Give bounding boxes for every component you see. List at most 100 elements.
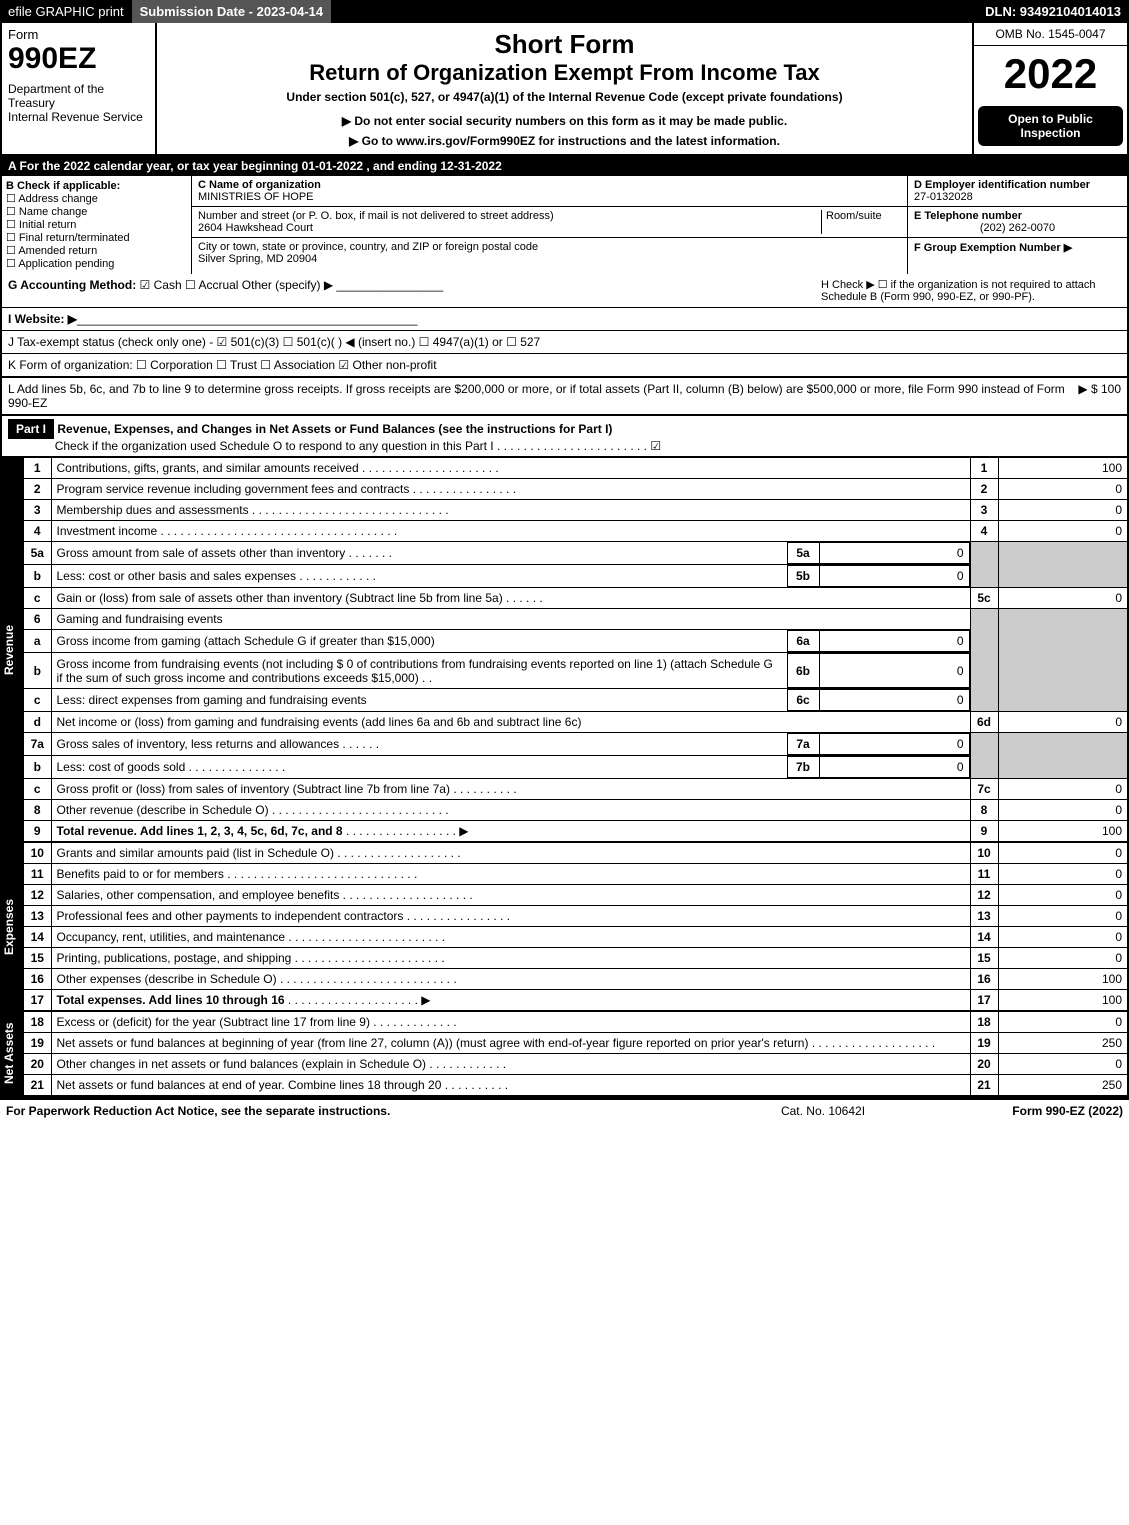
line-12-val: 0 [998, 885, 1128, 906]
line-13-val: 0 [998, 906, 1128, 927]
section-b: B Check if applicable: Address change Na… [2, 176, 192, 274]
org-city: Silver Spring, MD 20904 [198, 253, 317, 265]
ssn-warning: ▶ Do not enter social security numbers o… [163, 114, 966, 128]
line-3-val: 0 [998, 500, 1128, 521]
line-19-val: 250 [998, 1033, 1128, 1054]
line-6c-label: Less: direct expenses from gaming and fu… [51, 689, 970, 712]
l-amount: ▶ $ 100 [1078, 382, 1121, 410]
line-2-label: Program service revenue including govern… [51, 479, 970, 500]
row-l: L Add lines 5b, 6c, and 7b to line 9 to … [0, 378, 1129, 416]
dln-label: DLN: 93492104014013 [977, 0, 1129, 23]
line-16-val: 100 [998, 969, 1128, 990]
g-other[interactable]: Other (specify) ▶ [242, 278, 333, 292]
line-21-val: 250 [998, 1075, 1128, 1096]
footer-right: Form 990-EZ (2022) [923, 1104, 1123, 1118]
line-11-label: Benefits paid to or for members . . . . … [51, 864, 970, 885]
revenue-section: Revenue 1Contributions, gifts, grants, a… [0, 457, 1129, 842]
line-9-val: 100 [998, 821, 1128, 842]
ein-value: 27-0132028 [914, 191, 973, 203]
part-i-badge: Part I [8, 419, 54, 439]
part-i-header: Part I Revenue, Expenses, and Changes in… [0, 416, 1129, 457]
group-exemption-label: F Group Exemption Number ▶ [914, 242, 1072, 254]
tax-year: 2022 [974, 46, 1127, 102]
section-a: A For the 2022 calendar year, or tax yea… [0, 156, 1129, 176]
k-text: K Form of organization: ☐ Corporation ☐ … [8, 358, 437, 372]
line-6c-subval: 0 [819, 690, 969, 711]
section-d: D Employer identification number 27-0132… [907, 176, 1127, 274]
line-18-val: 0 [998, 1012, 1128, 1033]
line-1-label: Contributions, gifts, grants, and simila… [51, 458, 970, 479]
row-i: I Website: ▶ ___________________________… [0, 308, 1129, 331]
revenue-table: 1Contributions, gifts, grants, and simil… [22, 457, 1129, 842]
line-7c-label: Gross profit or (loss) from sales of inv… [51, 779, 970, 800]
b-label: B Check if applicable: [6, 180, 187, 192]
chk-final-return[interactable]: Final return/terminated [6, 231, 187, 244]
short-form-title: Short Form [163, 29, 966, 60]
info-block: B Check if applicable: Address change Na… [0, 176, 1129, 274]
phone-label: E Telephone number [914, 210, 1022, 222]
efile-label[interactable]: efile GRAPHIC print [0, 0, 132, 23]
j-text: J Tax-exempt status (check only one) - ☑… [8, 335, 540, 349]
line-7a-label: Gross sales of inventory, less returns a… [51, 733, 970, 756]
line-6-label: Gaming and fundraising events [51, 609, 970, 630]
phone-value: (202) 262-0070 [914, 222, 1121, 234]
line-7a-subval: 0 [819, 734, 969, 755]
line-1-val: 100 [998, 458, 1128, 479]
line-16-label: Other expenses (describe in Schedule O) … [51, 969, 970, 990]
line-2-val: 0 [998, 479, 1128, 500]
line-9-label: Total revenue. Add lines 1, 2, 3, 4, 5c,… [51, 821, 970, 842]
chk-name-change[interactable]: Name change [6, 205, 187, 218]
line-13-label: Professional fees and other payments to … [51, 906, 970, 927]
open-inspection: Open to Public Inspection [978, 106, 1123, 146]
line-5a-subval: 0 [819, 543, 969, 564]
org-street: 2604 Hawkshead Court [198, 222, 313, 234]
c-city-label: City or town, state or province, country… [198, 241, 538, 253]
chk-address-change[interactable]: Address change [6, 192, 187, 205]
line-19-label: Net assets or fund balances at beginning… [51, 1033, 970, 1054]
l-text: L Add lines 5b, 6c, and 7b to line 9 to … [8, 382, 1078, 410]
line-11-val: 0 [998, 864, 1128, 885]
line-6d-label: Net income or (loss) from gaming and fun… [51, 712, 970, 733]
line-7b-label: Less: cost of goods sold . . . . . . . .… [51, 756, 970, 779]
line-6b-label: Gross income from fundraising events (no… [51, 653, 970, 689]
footer-catno: Cat. No. 10642I [723, 1104, 923, 1118]
c-street-label: Number and street (or P. O. box, if mail… [198, 210, 554, 222]
line-6a-subval: 0 [819, 631, 969, 652]
part-i-title: Revenue, Expenses, and Changes in Net As… [57, 422, 612, 436]
row-k: K Form of organization: ☐ Corporation ☐ … [0, 354, 1129, 378]
line-6a-label: Gross income from gaming (attach Schedul… [51, 630, 970, 653]
form-number: 990EZ [8, 42, 149, 76]
expenses-section: Expenses 10Grants and similar amounts pa… [0, 842, 1129, 1011]
line-15-val: 0 [998, 948, 1128, 969]
chk-application-pending[interactable]: Application pending [6, 257, 187, 270]
line-7b-subval: 0 [819, 757, 969, 778]
omb-number: OMB No. 1545-0047 [974, 23, 1127, 46]
line-14-val: 0 [998, 927, 1128, 948]
line-4-label: Investment income . . . . . . . . . . . … [51, 521, 970, 542]
chk-amended-return[interactable]: Amended return [6, 244, 187, 257]
line-20-label: Other changes in net assets or fund bala… [51, 1054, 970, 1075]
line-7c-val: 0 [998, 779, 1128, 800]
line-17-label: Total expenses. Add lines 10 through 16 … [51, 990, 970, 1011]
line-8-label: Other revenue (describe in Schedule O) .… [51, 800, 970, 821]
chk-initial-return[interactable]: Initial return [6, 218, 187, 231]
g-accrual[interactable]: Accrual [185, 278, 238, 292]
g-cash[interactable]: Cash [140, 278, 182, 292]
line-18-label: Excess or (deficit) for the year (Subtra… [51, 1012, 970, 1033]
line-5b-label: Less: cost or other basis and sales expe… [51, 565, 970, 588]
line-17-val: 100 [998, 990, 1128, 1011]
page-footer: For Paperwork Reduction Act Notice, see … [0, 1098, 1129, 1122]
line-20-val: 0 [998, 1054, 1128, 1075]
c-name-label: C Name of organization [198, 179, 321, 191]
section-h: H Check ▶ ☐ if the organization is not r… [821, 278, 1121, 303]
line-5c-label: Gain or (loss) from sale of assets other… [51, 588, 970, 609]
part-i-check: Check if the organization used Schedule … [55, 439, 494, 453]
netassets-tab: Net Assets [0, 1011, 22, 1096]
line-5c-val: 0 [998, 588, 1128, 609]
row-g-h: G Accounting Method: Cash Accrual Other … [0, 274, 1129, 308]
line-12-label: Salaries, other compensation, and employ… [51, 885, 970, 906]
goto-link[interactable]: ▶ Go to www.irs.gov/Form990EZ for instru… [163, 134, 966, 148]
footer-left: For Paperwork Reduction Act Notice, see … [6, 1104, 723, 1118]
room-suite-label: Room/suite [821, 210, 901, 234]
under-section: Under section 501(c), 527, or 4947(a)(1)… [163, 90, 966, 104]
